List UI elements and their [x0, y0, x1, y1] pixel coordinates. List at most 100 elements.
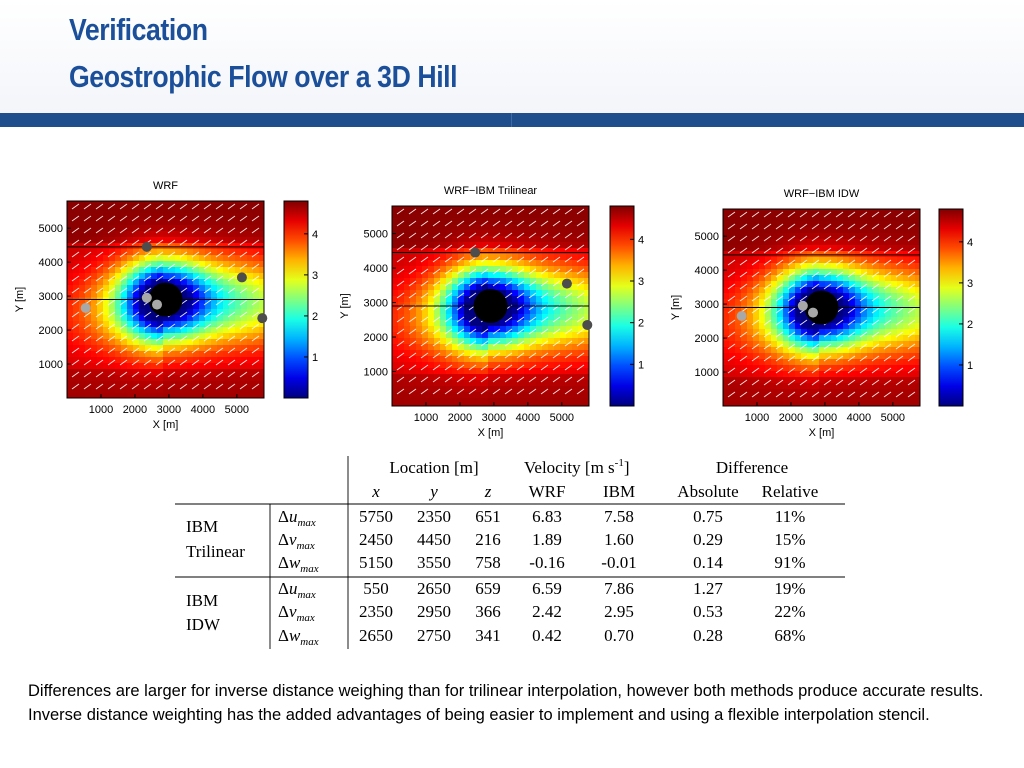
table-cell: 6.83: [532, 507, 562, 526]
verification-table: Location [m] Velocity [m s-1] Difference x y…: [175, 456, 845, 649]
table-cell: 2.95: [604, 602, 634, 621]
header-difference: Difference: [716, 458, 788, 477]
y-tick-label: 3000: [364, 298, 388, 310]
table-cell: 7.58: [604, 507, 634, 526]
table-cell: 2.42: [532, 602, 562, 621]
y-tick-label: 4000: [39, 257, 63, 269]
column-header: IBM: [603, 482, 635, 501]
table-cell: 5150: [359, 553, 393, 572]
axes-frame: [391, 205, 590, 407]
x-tick-label: 1000: [414, 412, 438, 424]
colorbar-tick-label: 4: [312, 229, 318, 241]
table-cell: 11%: [775, 507, 806, 526]
row-variable-label: Δvmax: [278, 530, 315, 552]
y-tick-label: 5000: [364, 229, 388, 241]
colorbar: [609, 205, 635, 407]
x-axis-label: X [m]: [809, 427, 835, 439]
plot-title: WRF−IBM Trilinear: [444, 185, 538, 197]
y-tick-label: 5000: [39, 223, 63, 235]
table-cell: 2350: [359, 602, 393, 621]
wrf-plot: WRF 1000 2000 3000 4000 5000 X [m] 1000 2000 3000…: [14, 180, 318, 431]
table-cell: 1.60: [604, 530, 634, 549]
x-tick-label: 3000: [157, 404, 181, 416]
row-variable-label: Δwmax: [278, 626, 319, 648]
table-cell: 0.53: [693, 602, 723, 621]
colorbar-tick-label: 3: [312, 270, 318, 282]
y-axis-label: Y [m]: [339, 293, 351, 318]
wrf-ibm-trilinear-plot: WRF−IBM Trilinear 1000 2000 3000 4000 5000 X […: [339, 185, 644, 439]
table-cell: 4450: [417, 530, 451, 549]
y-axis-label: Y [m]: [14, 287, 26, 312]
slide-title-line1: Verification: [69, 12, 208, 47]
x-tick-label: 2000: [779, 412, 803, 424]
table-cell: 0.14: [693, 553, 723, 572]
colorbar-tick-label: 2: [967, 319, 973, 331]
colorbar-tick-label: 3: [967, 278, 973, 290]
y-tick-label: 1000: [695, 367, 719, 379]
x-tick-label: 3000: [813, 412, 837, 424]
y-tick-label: 2000: [364, 332, 388, 344]
location-marker: [797, 300, 808, 311]
colorbar-tick-label: 1: [312, 352, 318, 364]
colorbar-tick-label: 4: [967, 237, 973, 249]
location-marker: [152, 299, 163, 310]
axes-frame: [722, 208, 921, 407]
table-cell: 22%: [774, 602, 805, 621]
table-cell: 550: [363, 579, 389, 598]
colorbar-tick-label: 2: [312, 311, 318, 323]
table-cell: 5750: [359, 507, 393, 526]
location-marker: [808, 307, 819, 318]
colorbar-tick-label: 3: [638, 276, 644, 288]
y-tick-label: 2000: [695, 333, 719, 345]
row-group-label: Trilinear: [186, 542, 245, 561]
location-marker: [141, 292, 152, 303]
y-tick-label: 1000: [364, 367, 388, 379]
table-cell: 0.75: [693, 507, 723, 526]
x-tick-label: 4000: [847, 412, 871, 424]
table-cell: 6.59: [532, 579, 562, 598]
x-tick-label: 5000: [225, 404, 249, 416]
column-header: y: [428, 482, 438, 501]
location-marker: [470, 247, 481, 258]
column-header: x: [371, 482, 380, 501]
x-tick-label: 3000: [482, 412, 506, 424]
header-location: Location [m]: [389, 458, 478, 477]
row-variable-label: Δumax: [278, 579, 316, 601]
row-group-label: IBM: [186, 591, 218, 610]
location-marker: [80, 302, 91, 313]
wind-vectors: [396, 208, 585, 395]
x-tick-label: 1000: [89, 404, 113, 416]
row-group-label: IDW: [186, 615, 221, 634]
table-cell: 91%: [774, 553, 805, 572]
location-marker: [236, 272, 247, 283]
plot-title: WRF: [153, 180, 178, 192]
y-tick-label: 3000: [39, 291, 63, 303]
colorbar-tick-label: 1: [638, 359, 644, 371]
table-cell: 758: [475, 553, 501, 572]
x-axis-label: X [m]: [478, 427, 504, 439]
location-marker: [561, 278, 572, 289]
table-cell: 0.28: [693, 626, 723, 645]
x-tick-label: 2000: [448, 412, 472, 424]
colorbar: [938, 208, 964, 407]
table-cell: 651: [475, 507, 501, 526]
header-velocity: Velocity [m s-1]: [524, 457, 630, 477]
wind-vectors: [727, 211, 916, 398]
x-tick-label: 2000: [123, 404, 147, 416]
wrf-ibm-idw-plot: WRF−IBM IDW 1000 2000 3000 4000 5000 X [m] 1000…: [670, 188, 973, 439]
axes-frame: [66, 200, 265, 399]
colorbar-tick-label: 1: [967, 360, 973, 372]
slide-title-line2: Geostrophic Flow over a 3D Hill: [69, 59, 458, 94]
table-cell: 0.42: [532, 626, 562, 645]
y-tick-label: 5000: [695, 231, 719, 243]
y-tick-label: 4000: [695, 265, 719, 277]
slide-caption: Differences are larger for inverse dista…: [28, 682, 984, 724]
colorbar-tick-label: 2: [638, 318, 644, 330]
column-header: WRF: [529, 482, 566, 501]
row-variable-label: Δvmax: [278, 602, 315, 624]
table-cell: 68%: [774, 626, 805, 645]
table-cell: 341: [475, 626, 501, 645]
speed-field: [67, 201, 264, 398]
column-header: Absolute: [677, 482, 738, 501]
colorbar: [283, 200, 309, 399]
